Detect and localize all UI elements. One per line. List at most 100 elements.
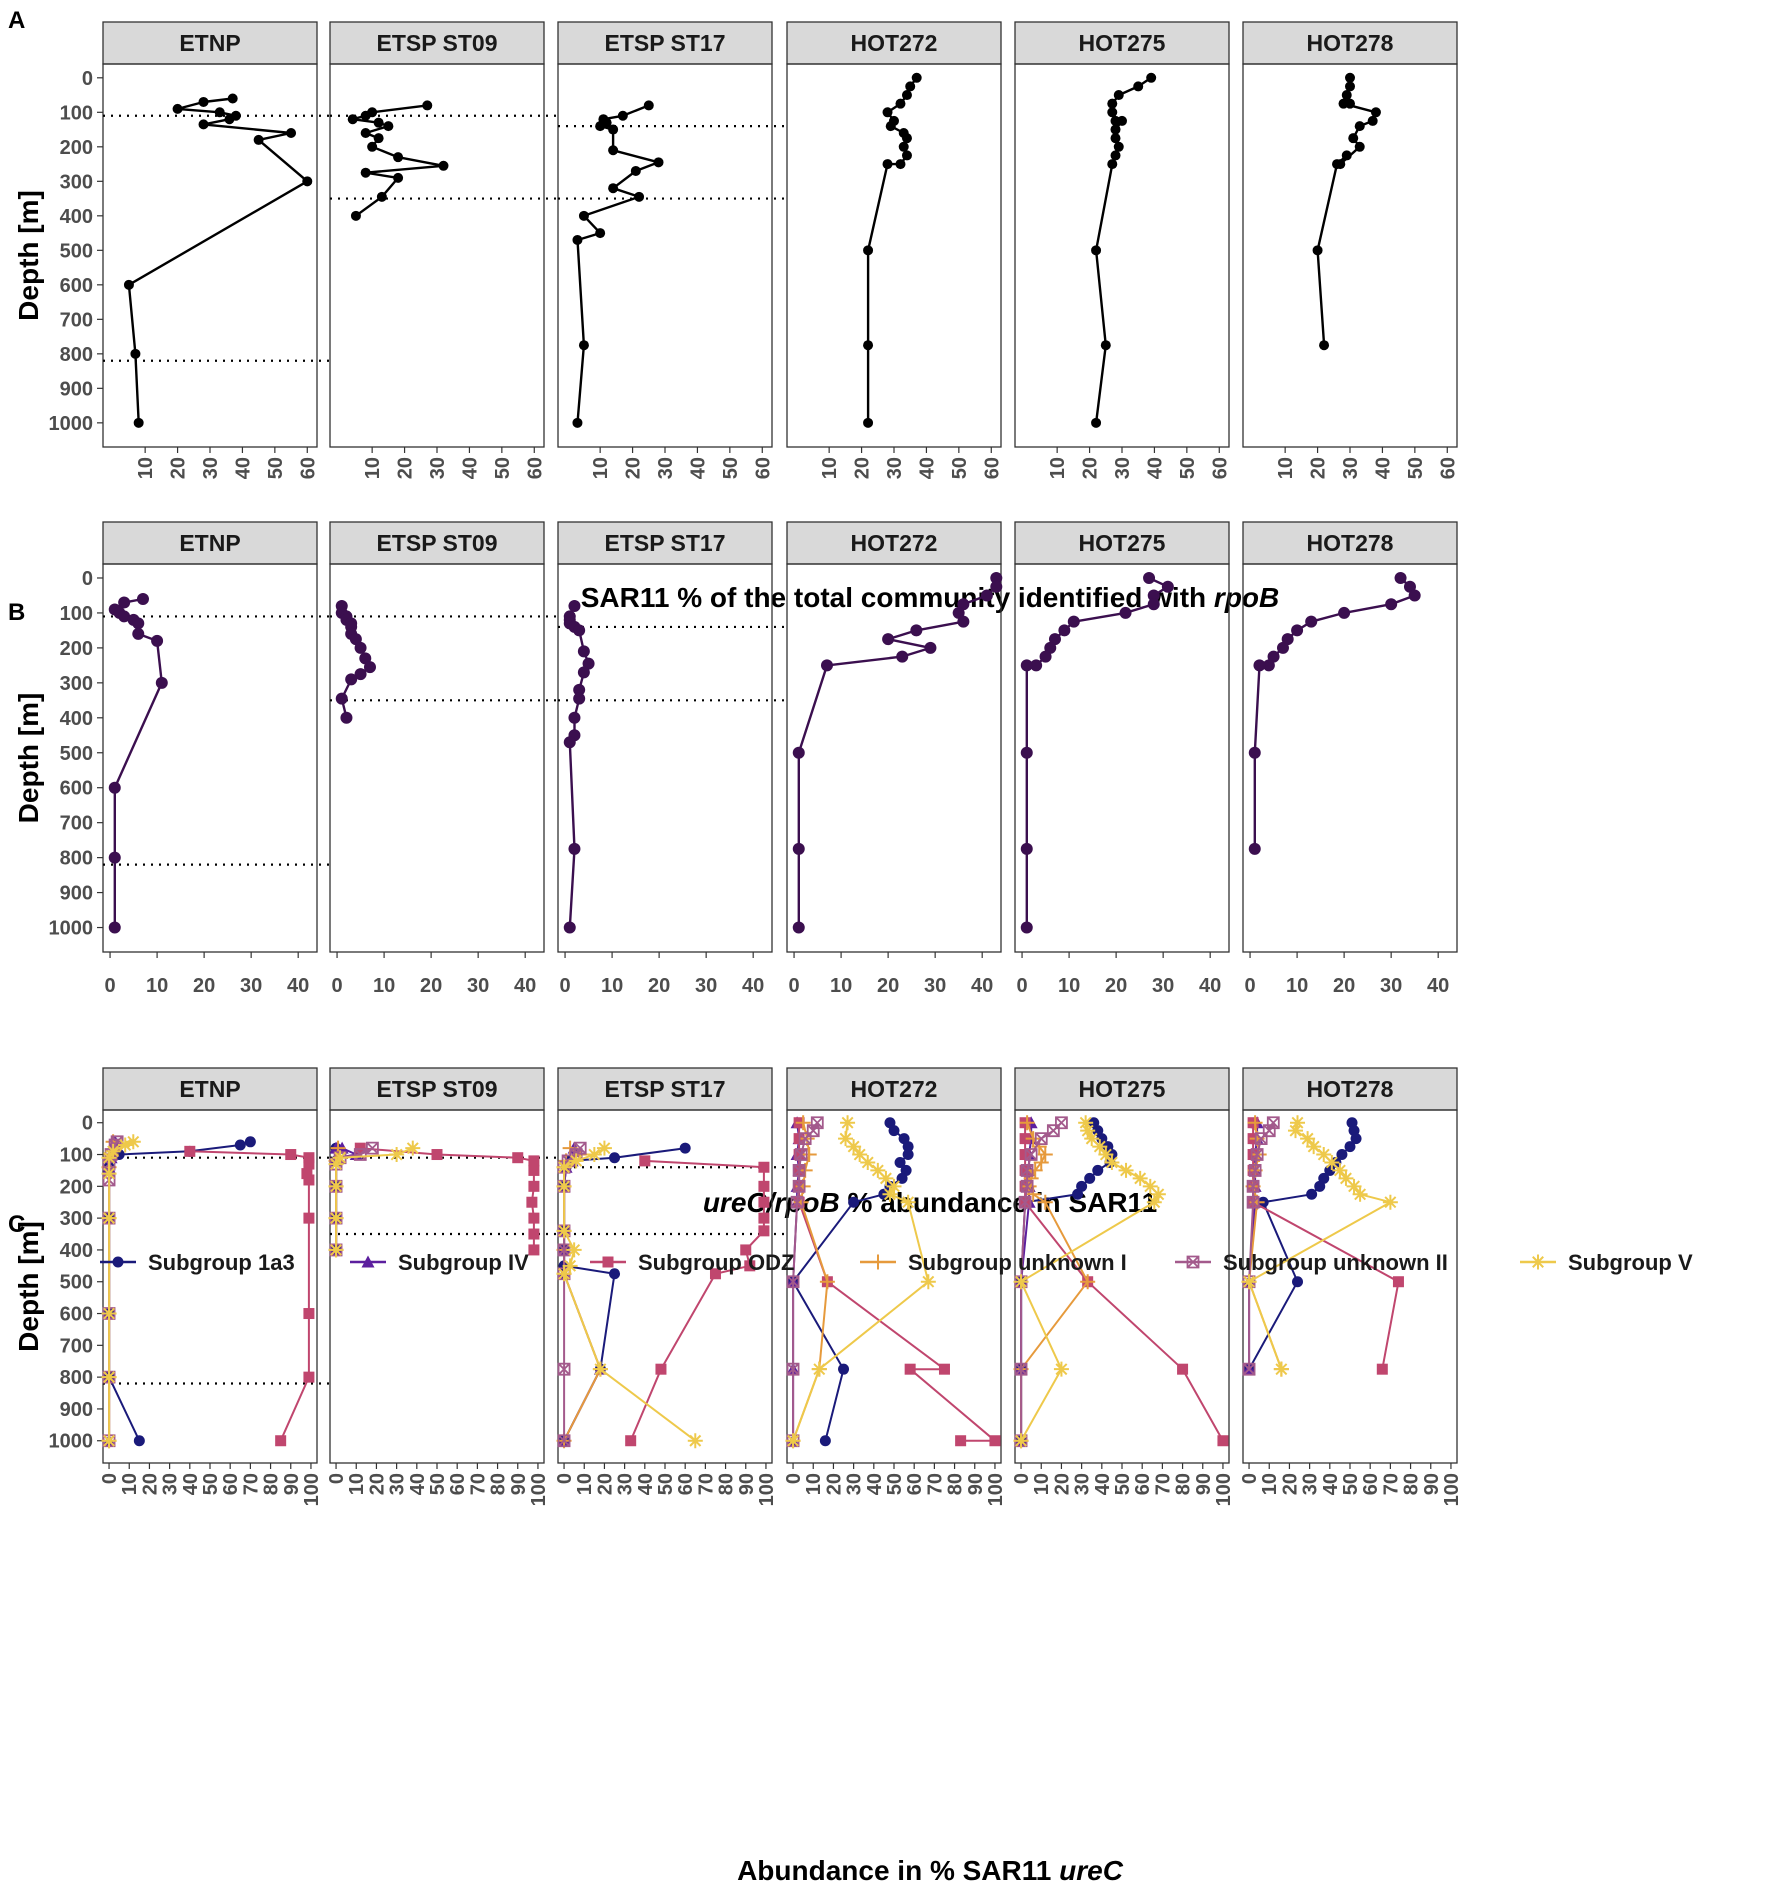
x-tick-label: 50 bbox=[1177, 457, 1199, 479]
panel-c-x-axis-title: Abundance in % SAR11 ureC bbox=[737, 1855, 1124, 1886]
x-axis-title-part: Abundance in % SAR11 bbox=[737, 1855, 1059, 1886]
data-point bbox=[101, 1369, 117, 1385]
data-point bbox=[902, 1141, 914, 1153]
series-subgroup-unknown-ii bbox=[786, 1116, 824, 1448]
x-tick-label: 40 bbox=[180, 1473, 202, 1495]
data-point bbox=[568, 1153, 584, 1169]
panel-letter-c: C bbox=[8, 1211, 25, 1238]
x-tick-label: 0 bbox=[1011, 1473, 1033, 1484]
panel-c-y-axis-title: Depth [m] bbox=[13, 1221, 44, 1352]
panel-a-facet-etsp-st09: ETSP ST09 10 20 30 40 50 60 bbox=[329, 21, 556, 479]
legend-key-marker bbox=[870, 1254, 886, 1270]
facet-strip bbox=[1014, 21, 1230, 65]
x-tick-label: 20 bbox=[594, 1473, 616, 1495]
legend-key-marker bbox=[602, 1256, 614, 1268]
data-point bbox=[1018, 1195, 1032, 1209]
data-point bbox=[1242, 1362, 1256, 1376]
data-point bbox=[634, 191, 645, 202]
data-point bbox=[1367, 115, 1378, 126]
data-point bbox=[990, 580, 1003, 593]
data-point bbox=[901, 150, 912, 161]
series-subgroup-v bbox=[101, 1134, 141, 1449]
x-tick-label: 20 bbox=[877, 975, 899, 997]
data-point bbox=[1306, 1139, 1322, 1155]
series-line bbox=[1094, 76, 1152, 423]
data-point bbox=[528, 1212, 540, 1224]
data-point bbox=[528, 1155, 540, 1167]
data-point bbox=[184, 1145, 196, 1157]
y-tick-label: 0 bbox=[82, 68, 93, 90]
data-point bbox=[794, 1148, 808, 1161]
data-point bbox=[1344, 1141, 1356, 1153]
series-line bbox=[576, 104, 660, 423]
data-point bbox=[118, 596, 131, 609]
y-tick-label: 800 bbox=[60, 1367, 93, 1389]
x-tick-label: 30 bbox=[695, 975, 717, 997]
panel-letter-a: A bbox=[8, 7, 25, 34]
x-tick-label: 40 bbox=[1144, 457, 1166, 479]
series-subgroup-odz bbox=[625, 1155, 770, 1447]
y-tick-label: 800 bbox=[60, 848, 93, 870]
x-tick-label: 0 bbox=[104, 975, 115, 997]
data-point bbox=[1248, 842, 1261, 855]
x-tick-label: 20 bbox=[168, 457, 190, 479]
data-point bbox=[608, 145, 619, 156]
data-point bbox=[303, 1371, 315, 1383]
data-point bbox=[1370, 107, 1381, 118]
data-point bbox=[1107, 107, 1118, 118]
data-point bbox=[838, 1131, 854, 1147]
panel-a-facet-hot278: HOT278 10 20 30 40 50 60 bbox=[1242, 21, 1459, 479]
data-point bbox=[895, 98, 906, 109]
data-point bbox=[328, 1178, 344, 1194]
data-point bbox=[301, 1168, 313, 1180]
data-point bbox=[363, 661, 376, 674]
x-tick-label: 80 bbox=[1401, 1473, 1423, 1495]
x-tick-label: 90 bbox=[508, 1473, 530, 1495]
x-tick-label: 50 bbox=[1405, 457, 1427, 479]
series-subgroup-v bbox=[1241, 1115, 1398, 1377]
data-point bbox=[328, 1156, 344, 1172]
y-tick-label: 700 bbox=[60, 813, 93, 835]
data-point bbox=[1110, 133, 1121, 144]
facet-strip-label: ETNP bbox=[179, 530, 240, 556]
data-point bbox=[566, 1242, 582, 1258]
data-point bbox=[801, 1147, 817, 1163]
panel-b-facet-etsp-st17: ETSP ST17 0 10 20 30 40 bbox=[557, 521, 784, 997]
data-point bbox=[151, 634, 164, 647]
y-tick-label: 200 bbox=[60, 137, 93, 159]
data-point bbox=[227, 93, 238, 104]
data-point bbox=[860, 1154, 876, 1170]
x-tick-label: 0 bbox=[1244, 975, 1255, 997]
x-tick-label: 0 bbox=[1016, 975, 1027, 997]
x-tick-label: 100 bbox=[985, 1473, 1007, 1506]
data-point bbox=[1262, 659, 1275, 672]
y-tick-label: 1000 bbox=[49, 1431, 94, 1453]
data-point bbox=[1107, 159, 1118, 170]
facet-strip bbox=[329, 1067, 545, 1111]
data-point bbox=[1019, 1164, 1031, 1176]
data-point bbox=[1024, 1148, 1038, 1161]
x-tick-label: 90 bbox=[965, 1473, 987, 1495]
data-point bbox=[790, 1195, 804, 1209]
data-point bbox=[902, 1149, 914, 1161]
data-point bbox=[905, 81, 916, 92]
y-tick-label: 900 bbox=[60, 1399, 93, 1421]
x-tick-label: 40 bbox=[287, 975, 309, 997]
x-tick-label: 0 bbox=[331, 975, 342, 997]
x-tick-label: 50 bbox=[1112, 1473, 1134, 1495]
data-point bbox=[512, 1152, 524, 1164]
x-tick-label: 50 bbox=[655, 1473, 677, 1495]
data-point bbox=[1118, 1162, 1134, 1178]
data-point bbox=[1291, 624, 1304, 637]
data-point bbox=[572, 234, 583, 245]
data-point bbox=[1091, 245, 1102, 256]
data-point bbox=[354, 668, 367, 681]
data-point bbox=[198, 119, 209, 130]
data-point bbox=[896, 1172, 908, 1184]
x-tick-label: 40 bbox=[742, 975, 764, 997]
data-point bbox=[431, 1149, 443, 1161]
x-tick-label: 20 bbox=[193, 975, 215, 997]
data-point bbox=[811, 1361, 827, 1377]
data-point bbox=[1110, 124, 1121, 135]
